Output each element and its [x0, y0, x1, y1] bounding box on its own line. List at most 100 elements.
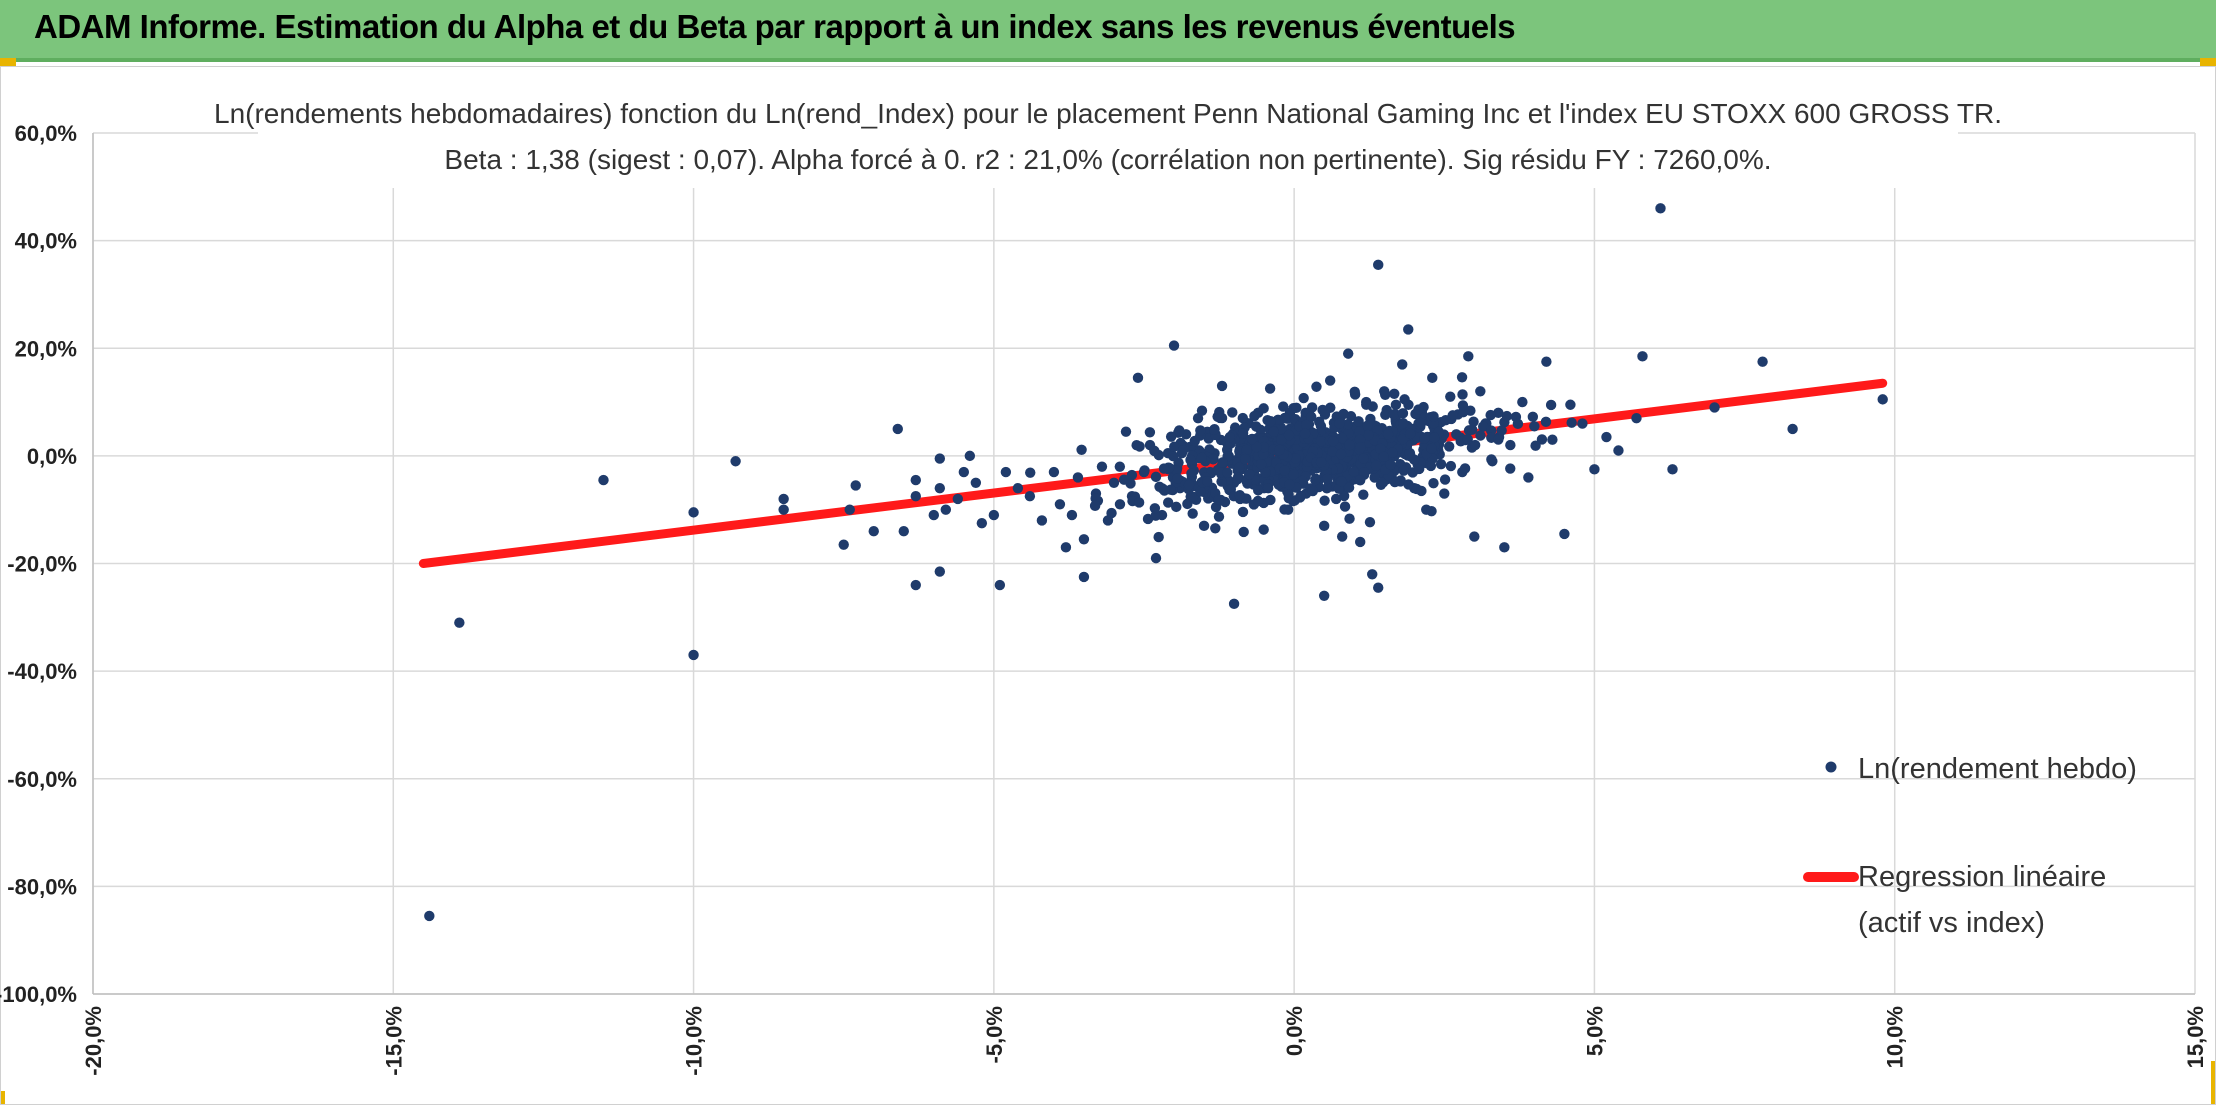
data-point — [1233, 462, 1245, 473]
data-point — [892, 423, 903, 435]
data-point — [1457, 400, 1469, 411]
data-point — [1228, 598, 1240, 610]
data-point — [1315, 456, 1327, 468]
data-point — [1336, 476, 1347, 487]
x-tick-label: -5,0% — [982, 1006, 1007, 1063]
data-point — [1240, 453, 1251, 465]
data-point — [1439, 474, 1451, 485]
data-point — [1149, 503, 1161, 514]
data-point — [1419, 433, 1430, 444]
data-point — [1327, 436, 1339, 447]
data-point — [1249, 410, 1260, 422]
data-point — [1445, 460, 1457, 472]
data-point — [1523, 472, 1534, 483]
data-point — [1182, 498, 1193, 510]
data-point — [1268, 426, 1279, 437]
data-point — [1456, 372, 1468, 383]
data-point — [1339, 501, 1351, 512]
tick-labels: 60,0% 40,0% 20,0% 0,0% -20,0% -40,0% -60,0% -80… — [0, 121, 2208, 1076]
data-point — [1375, 443, 1386, 455]
data-point — [1348, 466, 1359, 477]
data-point — [1315, 436, 1327, 447]
data-point — [1637, 351, 1648, 362]
data-point — [1373, 259, 1384, 271]
data-point — [1416, 485, 1427, 497]
data-point — [1234, 489, 1246, 501]
data-point — [988, 509, 1000, 521]
data-point — [1149, 445, 1160, 457]
data-point — [1398, 465, 1409, 476]
data-point — [1012, 482, 1024, 494]
data-point — [1428, 432, 1440, 443]
data-point — [1613, 445, 1624, 456]
data-point — [598, 474, 609, 486]
data-point — [1158, 463, 1170, 474]
data-point — [1358, 453, 1369, 464]
data-point — [1399, 394, 1410, 405]
data-point — [1369, 472, 1380, 483]
data-point — [1076, 444, 1087, 456]
data-point — [1373, 582, 1384, 593]
data-point — [1171, 501, 1182, 513]
x-tick-label: -10,0% — [682, 1006, 707, 1076]
data-point — [1415, 417, 1427, 429]
data-point — [1251, 441, 1262, 453]
data-point — [1313, 416, 1325, 428]
data-point — [1529, 421, 1540, 432]
data-point — [1274, 444, 1285, 456]
data-point — [1159, 485, 1170, 496]
data-point — [1260, 467, 1271, 478]
data-point — [1187, 508, 1198, 519]
data-point — [1284, 479, 1295, 490]
data-point — [1114, 499, 1126, 510]
data-point — [1413, 404, 1424, 415]
data-point — [1210, 523, 1221, 534]
data-point — [1435, 458, 1447, 470]
data-point — [1209, 424, 1220, 436]
data-point — [1536, 434, 1548, 445]
data-point — [1252, 495, 1264, 507]
y-tick-label: 20,0% — [15, 336, 77, 361]
data-point — [1048, 466, 1060, 478]
data-point — [1276, 434, 1287, 445]
data-point — [1445, 391, 1456, 402]
data-point — [1517, 396, 1528, 408]
y-tick-label: 40,0% — [15, 229, 77, 254]
data-point — [838, 539, 849, 550]
data-point — [424, 910, 435, 922]
data-point — [1463, 351, 1474, 362]
data-point — [1216, 476, 1227, 487]
data-point — [964, 450, 976, 462]
x-tick-label: 10,0% — [1883, 1006, 1908, 1068]
data-point — [1283, 429, 1295, 441]
data-point — [1024, 491, 1036, 502]
data-point — [688, 507, 699, 518]
data-point — [1330, 493, 1342, 505]
data-point — [844, 504, 855, 515]
data-point — [1089, 500, 1101, 512]
data-point — [1288, 469, 1299, 480]
data-point — [1403, 479, 1414, 490]
data-point — [1078, 571, 1090, 583]
data-point — [1310, 474, 1321, 486]
data-point — [1196, 405, 1208, 416]
data-point — [1361, 399, 1372, 410]
data-point — [688, 649, 699, 661]
data-point — [1388, 409, 1399, 420]
data-point — [1439, 488, 1450, 499]
data-point — [1501, 410, 1513, 422]
data-point — [1213, 511, 1225, 522]
data-point — [1335, 448, 1347, 460]
data-point — [1404, 428, 1416, 440]
data-point — [1358, 489, 1369, 500]
data-point — [910, 474, 921, 486]
data-point — [1241, 444, 1252, 456]
data-point — [1465, 405, 1476, 416]
data-point — [1414, 463, 1425, 475]
data-point — [1459, 463, 1471, 474]
data-point — [1589, 464, 1600, 475]
data-point — [1336, 432, 1348, 444]
data-point — [1322, 473, 1333, 485]
data-point — [1382, 428, 1394, 440]
